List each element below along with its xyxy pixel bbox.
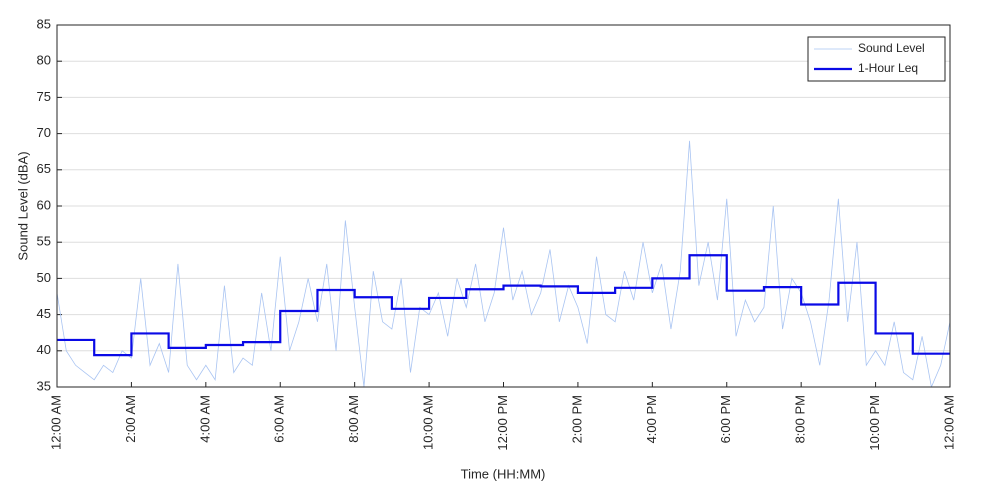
x-tick-label: 10:00 PM	[867, 395, 882, 451]
y-tick-label: 75	[37, 89, 51, 104]
plot-frame	[56, 24, 951, 388]
legend-label: Sound Level	[858, 41, 925, 55]
y-tick-label: 60	[37, 197, 51, 212]
x-tick-label: 4:00 PM	[644, 395, 659, 443]
legend-box	[807, 36, 946, 82]
x-tick-label: 6:00 AM	[272, 395, 287, 443]
x-tick-label: 6:00 PM	[718, 395, 733, 443]
y-tick-label: 85	[37, 16, 51, 31]
x-tick-label: 12:00 PM	[495, 395, 510, 451]
y-axis-label: Sound Level (dBA)	[15, 151, 30, 260]
y-tick-label: 80	[37, 53, 51, 68]
series-line	[57, 254, 950, 357]
x-tick-label: 12:00 AM	[48, 395, 63, 450]
y-tick-label: 65	[37, 161, 51, 176]
y-tick-label: 70	[37, 125, 51, 140]
legend-label: 1-Hour Leq	[858, 61, 918, 75]
x-axis-label: Time (HH:MM)	[461, 466, 546, 481]
x-tick-label: 10:00 AM	[421, 395, 436, 450]
y-tick-label: 55	[37, 234, 51, 249]
y-tick-label: 40	[37, 342, 51, 357]
x-tick-label: 12:00 AM	[941, 395, 956, 450]
x-tick-label: 8:00 AM	[346, 395, 361, 443]
y-tick-label: 50	[37, 270, 51, 285]
y-tick-label: 45	[37, 306, 51, 321]
x-tick-label: 8:00 PM	[793, 395, 808, 443]
y-tick-label: 35	[37, 378, 51, 393]
x-tick-label: 2:00 PM	[569, 395, 584, 443]
x-tick-label: 2:00 AM	[123, 395, 138, 443]
x-tick-label: 4:00 AM	[197, 395, 212, 443]
